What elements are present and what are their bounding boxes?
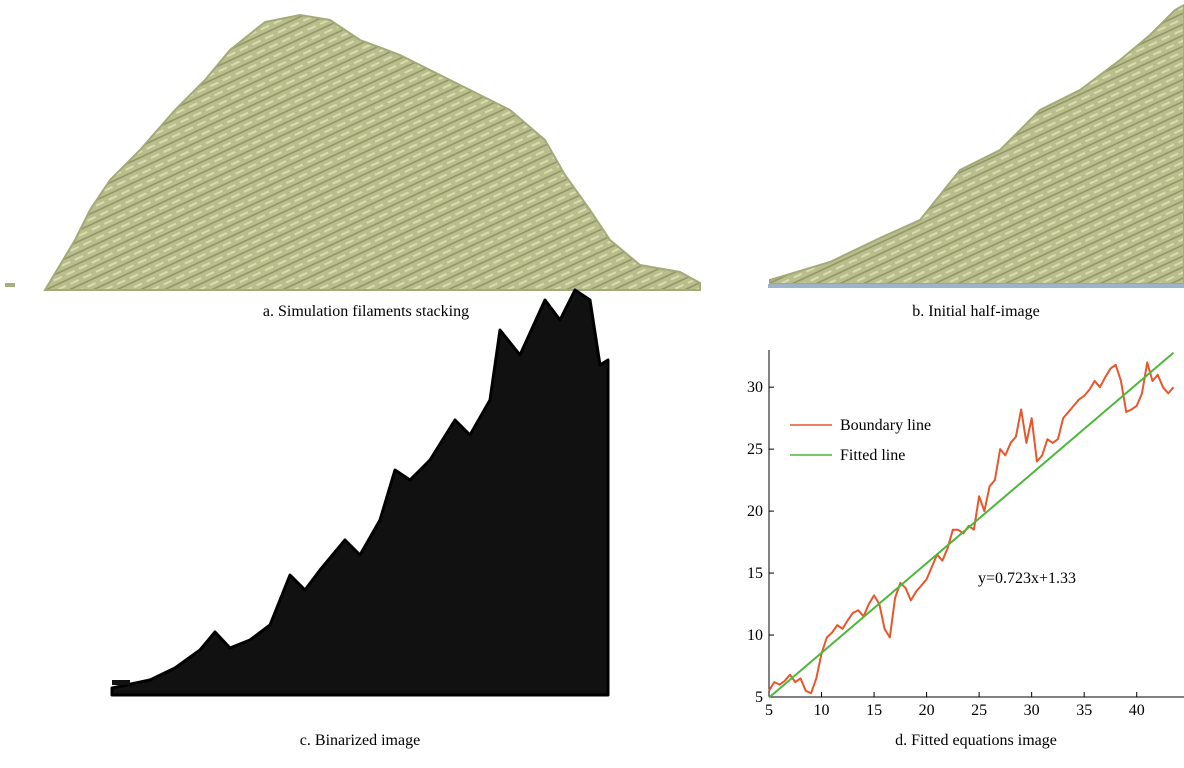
y-tick-label: 20 <box>747 503 763 520</box>
figure: a. Simulation filaments stacking b. Init… <box>0 0 1184 763</box>
y-tick-label: 15 <box>747 565 763 582</box>
x-tick-label: 40 <box>1129 702 1145 719</box>
x-tick-label: 10 <box>814 702 830 719</box>
x-tick-label: 35 <box>1076 702 1092 719</box>
caption: a. Simulation filaments stacking <box>263 303 469 320</box>
x-tick-label: 25 <box>971 702 987 719</box>
data-line <box>769 353 1173 698</box>
x-tick-label: 20 <box>919 702 935 719</box>
caption: b. Initial half-image <box>912 303 1040 320</box>
y-tick-label: 10 <box>747 627 763 644</box>
x-tick-label: 5 <box>765 702 773 719</box>
caption: d. Fitted equations image <box>895 732 1057 749</box>
legend-label: Fitted line <box>840 447 905 464</box>
y-tick-label: 5 <box>755 689 763 706</box>
panel-a-image <box>5 15 700 290</box>
panel-c-image <box>112 290 608 695</box>
x-tick-label: 15 <box>866 702 882 719</box>
y-tick-label: 30 <box>747 379 763 396</box>
page: {"panels": [ {"caption": "a. Simulation … <box>0 0 1184 763</box>
caption: c. Binarized image <box>300 732 420 749</box>
y-tick-label: 25 <box>747 441 763 458</box>
data-line <box>769 362 1173 693</box>
x-tick-label: 30 <box>1024 702 1040 719</box>
legend-label: Boundary line <box>840 417 931 434</box>
equation-annotation: y=0.723x+1.33 <box>978 570 1076 587</box>
panel-b-image <box>768 5 1184 288</box>
